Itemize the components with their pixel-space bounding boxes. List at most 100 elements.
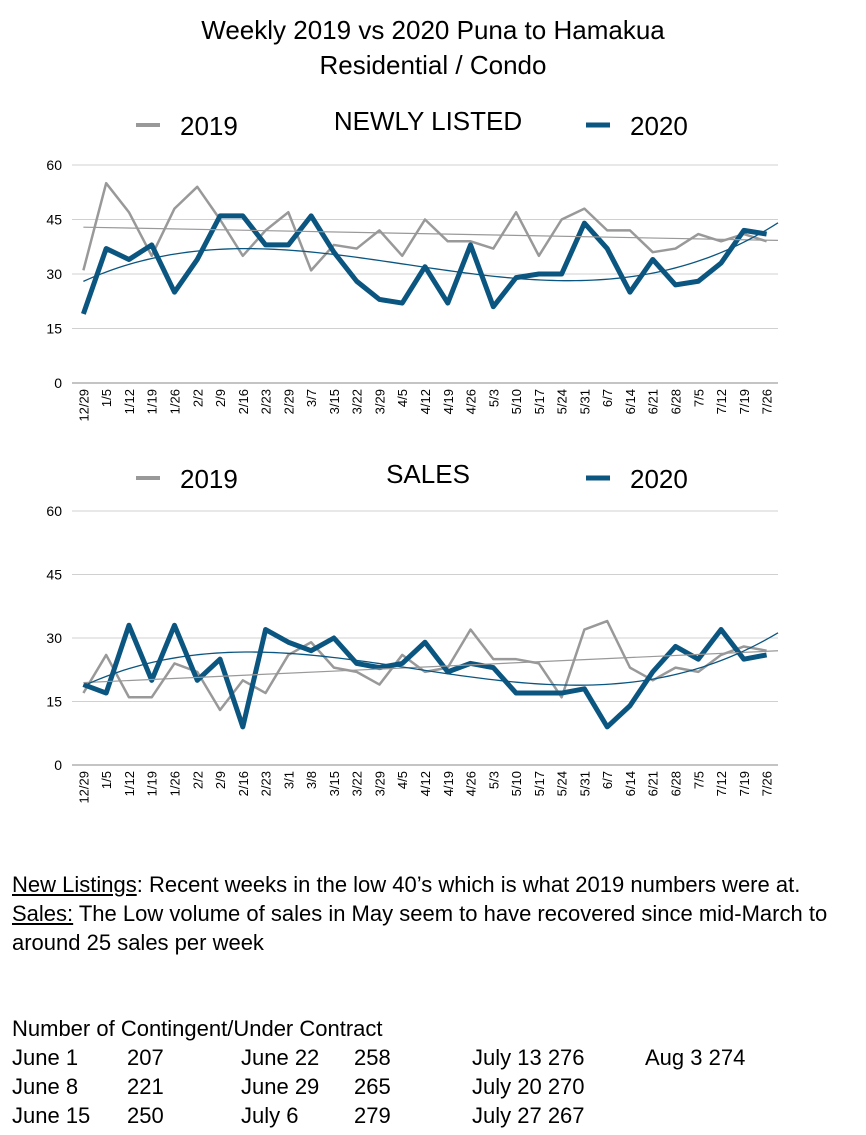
x-tick-label: 2/2 — [190, 771, 205, 789]
x-tick-label: 4/19 — [441, 389, 456, 414]
x-tick-label: 1/5 — [99, 389, 114, 407]
x-tick-label: 2/29 — [281, 389, 296, 414]
chart-title: NEWLY LISTED — [334, 106, 522, 136]
x-tick-label: 5/31 — [577, 389, 592, 414]
sales-note: Sales: The Low volume of sales in May se… — [12, 899, 862, 957]
x-tick-label: 7/19 — [737, 389, 752, 414]
series-line-2019 — [82, 181, 767, 272]
x-tick-label: 5/31 — [577, 771, 592, 796]
x-tick-label: 6/7 — [600, 389, 615, 407]
contract-count: 221 — [127, 1074, 164, 1099]
trendline-2020 — [83, 222, 779, 282]
x-tick-label: 7/12 — [714, 389, 729, 414]
contract-date: June 8 — [12, 1074, 79, 1099]
x-tick-label: 5/17 — [532, 771, 547, 796]
x-tick-label: 7/26 — [760, 389, 775, 414]
x-tick-label: 3/29 — [372, 389, 387, 414]
y-tick-label: 0 — [54, 375, 62, 391]
y-tick-label: 30 — [46, 266, 62, 282]
x-tick-label: 12/29 — [76, 389, 91, 422]
x-tick-label: 1/19 — [145, 389, 160, 414]
x-tick-label: 4/26 — [464, 771, 479, 796]
sales-text: The Low volume of sales in May seem to h… — [12, 901, 828, 955]
x-tick-label: 2/9 — [213, 771, 228, 789]
x-tick-label: 4/5 — [395, 771, 410, 789]
contract-entry: July 27 267 — [472, 1103, 585, 1128]
x-tick-label: 7/12 — [714, 771, 729, 796]
contract-date: June 15 — [12, 1103, 91, 1128]
x-tick-label: 3/22 — [350, 389, 365, 414]
new-listings-note: New Listings: Recent weeks in the low 40… — [12, 870, 862, 899]
y-tick-label: 45 — [46, 567, 62, 583]
contract-count: 250 — [127, 1103, 164, 1128]
new-listings-text: : Recent weeks in the low 40’s which is … — [136, 872, 801, 897]
x-tick-label: 5/3 — [486, 771, 501, 789]
contract-date: June 29 — [241, 1074, 320, 1099]
series-line-2019 — [82, 619, 767, 712]
contract-count: 258 — [354, 1045, 391, 1070]
x-tick-label: 4/5 — [395, 389, 410, 407]
x-tick-label: 2/23 — [259, 771, 274, 796]
x-tick-label: 5/17 — [532, 389, 547, 414]
x-tick-label: 2/16 — [236, 771, 251, 796]
x-tick-label: 6/28 — [669, 771, 684, 796]
contract-heading: Number of Contingent/Under Contract — [12, 1016, 383, 1041]
y-tick-label: 45 — [46, 212, 62, 228]
x-tick-label: 4/19 — [441, 771, 456, 796]
x-tick-label: 1/26 — [167, 389, 182, 414]
chart-title: SALES — [386, 459, 470, 489]
notes: New Listings: Recent weeks in the low 40… — [12, 870, 862, 957]
x-tick-label: 4/12 — [418, 771, 433, 796]
x-tick-label: 3/15 — [327, 771, 342, 796]
trendline-2019 — [83, 650, 779, 684]
x-tick-label: 5/24 — [555, 771, 570, 796]
legend-label-2020: 2020 — [630, 111, 688, 141]
y-tick-label: 15 — [46, 694, 62, 710]
contract-count: 207 — [127, 1045, 164, 1070]
legend-label-2019: 2019 — [180, 111, 238, 141]
x-tick-label: 5/3 — [486, 389, 501, 407]
contract-date: June 22 — [241, 1045, 320, 1070]
series-line-2020 — [81, 213, 768, 315]
contract-count: 265 — [354, 1074, 391, 1099]
x-tick-label: 5/24 — [555, 389, 570, 414]
y-tick-label: 60 — [46, 157, 62, 173]
x-tick-label: 4/26 — [464, 389, 479, 414]
trendline-2019 — [83, 226, 779, 242]
y-tick-label: 60 — [46, 503, 62, 519]
contract-entry: July 13 276 — [472, 1045, 585, 1070]
x-tick-label: 2/23 — [259, 389, 274, 414]
x-tick-label: 3/8 — [304, 771, 319, 789]
x-tick-label: 7/5 — [691, 771, 706, 789]
y-tick-label: 30 — [46, 630, 62, 646]
x-tick-label: 3/7 — [304, 389, 319, 407]
x-tick-label: 6/7 — [600, 771, 615, 789]
x-tick-label: 1/12 — [122, 771, 137, 796]
legend-label-2019: 2019 — [180, 464, 238, 494]
x-tick-label: 6/14 — [623, 771, 638, 796]
x-tick-label: 4/12 — [418, 389, 433, 414]
x-tick-label: 3/29 — [372, 771, 387, 796]
x-tick-label: 12/29 — [76, 771, 91, 804]
sales-label: Sales: — [12, 901, 74, 926]
x-tick-label: 2/9 — [213, 389, 228, 407]
new-listings-label: New Listings — [12, 872, 137, 897]
x-tick-label: 1/12 — [122, 389, 137, 414]
x-tick-label: 7/19 — [737, 771, 752, 796]
series-line-2020 — [82, 622, 768, 730]
contract-date: June 1 — [12, 1045, 79, 1070]
page-title: Weekly 2019 vs 2020 Puna to Hamakua — [201, 15, 665, 45]
contract-count: 279 — [354, 1103, 391, 1128]
newly-listed-chart: 2019 NEWLY LISTED 2020 0 15 30 45 60 12/29 1/5 1/1… — [46, 106, 779, 422]
x-tick-label: 5/10 — [509, 389, 524, 414]
x-tick-label: 5/10 — [509, 771, 524, 796]
x-tick-label: 7/26 — [760, 771, 775, 796]
x-tick-label: 3/15 — [327, 389, 342, 414]
x-tick-label: 3/1 — [281, 771, 296, 789]
trendline-2020 — [83, 632, 779, 687]
legend-label-2020: 2020 — [630, 464, 688, 494]
contract-entry: July 20 270 — [472, 1074, 585, 1099]
x-tick-label: 1/26 — [167, 771, 182, 796]
contract-entry: Aug 3 274 — [645, 1045, 746, 1070]
y-tick-label: 0 — [54, 757, 62, 773]
